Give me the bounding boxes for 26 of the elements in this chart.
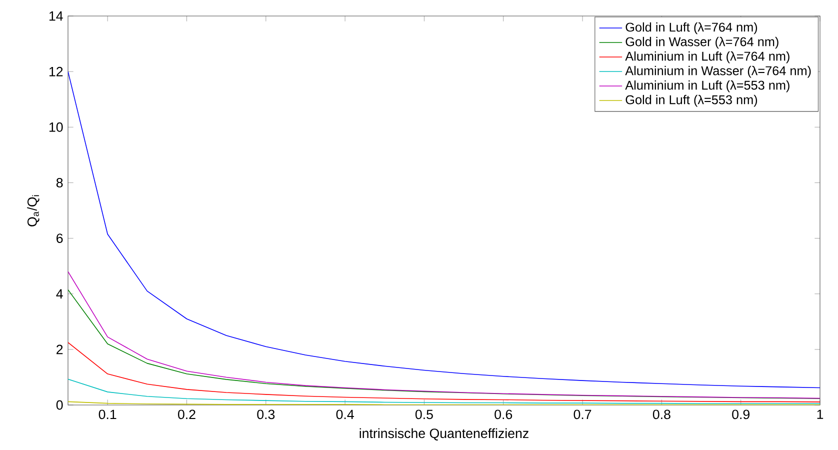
x-tick-label: 0.1 bbox=[98, 410, 116, 420]
y-tick-label: 0 bbox=[56, 400, 63, 410]
x-tick-label: 0.6 bbox=[494, 410, 512, 420]
x-tick-label: 0.2 bbox=[178, 410, 196, 420]
x-tick-label: 0.5 bbox=[415, 410, 433, 420]
y-axis-title: Q$_{a}$/Q$_{i}$ bbox=[27, 195, 40, 226]
y-tick-label: 12 bbox=[49, 66, 63, 76]
legend-label: Aluminium in Wasser (λ=764 nm) bbox=[625, 66, 811, 78]
y-tick-label: 6 bbox=[56, 234, 63, 243]
y-tick-label: 2 bbox=[56, 344, 63, 354]
x-tick-label: 0.3 bbox=[257, 410, 275, 420]
x-axis-title: intrinsische Quanteneffizienz bbox=[360, 428, 528, 440]
y-tick-label: 8 bbox=[56, 178, 63, 188]
y-tick-label: 14 bbox=[49, 11, 63, 21]
x-tick-label: 1 bbox=[817, 410, 824, 419]
x-tick-label: 0.9 bbox=[732, 410, 750, 420]
y-tick-label: 4 bbox=[56, 289, 63, 298]
legend-label: Gold in Luft (λ=553 nm) bbox=[626, 94, 758, 107]
legend-label: Gold in Wasser (λ=764 nm) bbox=[626, 36, 778, 49]
legend-label: Gold in Luft (λ=764 nm) bbox=[626, 22, 758, 34]
y-tick-label: 10 bbox=[49, 122, 63, 132]
x-tick-label: 0.4 bbox=[336, 410, 354, 420]
x-tick-label: 0.8 bbox=[652, 410, 670, 420]
legend-label: Aluminium in Luft (λ=764 nm) bbox=[625, 51, 790, 64]
legend-label: Aluminium in Luft (λ=553 nm) bbox=[625, 80, 790, 92]
x-tick-label: 0.7 bbox=[574, 410, 592, 420]
